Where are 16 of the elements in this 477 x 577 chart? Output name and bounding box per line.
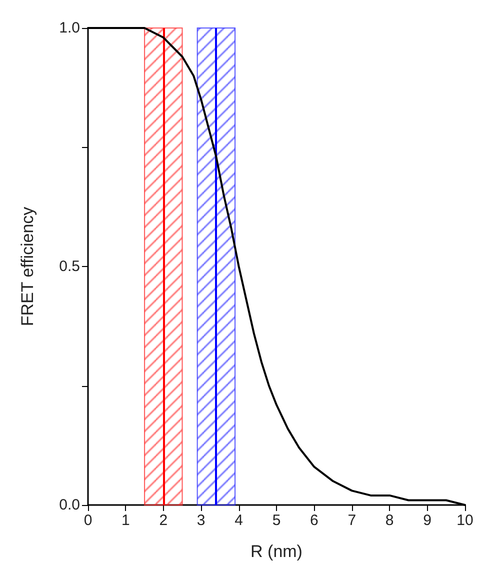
x-tick-label: 7 [348,512,356,529]
x-tick-label: 2 [159,512,168,529]
x-tick-label: 9 [423,512,432,529]
x-tick-label: 3 [196,512,206,529]
x-tick-label: 10 [456,512,474,529]
y-tick-label: 0.0 [59,496,80,514]
y-axis-title: FRET efficiency [18,206,37,326]
y-tick-label: 0.5 [59,258,80,275]
x-tick-label: 5 [272,512,281,529]
x-tick-label: 1 [122,512,130,529]
x-tick-label: 8 [385,512,394,529]
x-axis-title: R (nm) [250,542,302,561]
x-tick-label: 0 [84,512,92,529]
x-tick-label: 6 [310,512,318,529]
x-tick-label: 4 [234,512,243,529]
y-tick-label: 1.0 [59,20,80,36]
